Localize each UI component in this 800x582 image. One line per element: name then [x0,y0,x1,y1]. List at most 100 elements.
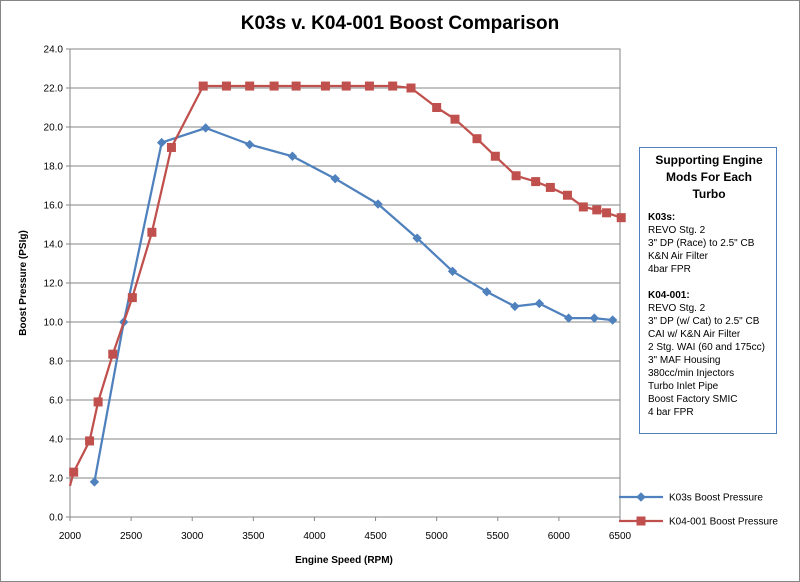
x-tick-label: 2500 [120,531,143,542]
k04-001-data-point [592,205,602,215]
k03s-data-point [447,266,458,277]
x-tick-label: 5000 [426,531,449,542]
y-tick-label: 18.0 [44,162,64,173]
y-tick-label: 20.0 [44,123,64,134]
k03-mod-item: K&N Air Filter [648,251,709,262]
k03s-line [93,126,613,483]
k04-001-data-point [432,103,442,112]
y-tick-label: 8.0 [49,357,63,368]
k03-mod-item: 3" DP (Race) to 2.5" CB [648,238,755,249]
legend: K03s Boost Pressure K04-001 Boost Pressur… [619,492,778,528]
legend-entry: K03s Boost Pressure [619,492,763,504]
k03s-data-point [287,151,298,161]
k04-001-data-point [364,81,374,91]
supporting-mods-textbox: Supporting Engine Mods For Each Turbo K0… [639,147,777,434]
k04-mod-item: 3" DP (w/ Cat) to 2.5" CB [648,316,760,327]
k04-001-data-point [450,114,460,124]
k04-001-data-point [531,177,541,187]
k04-001-data-point [85,436,95,446]
k04-001-data-point [166,142,176,152]
k04-mod-item: Boost Factory SMIC [648,394,738,405]
k04-mod-item: Turbo Inlet Pipe [648,381,719,392]
notes-heading-line: Mods For Each Turbo [665,170,752,201]
k04-001-data-point [198,81,208,91]
x-tick-label: 4000 [303,531,326,542]
y-tick-label: 6.0 [49,396,63,407]
k04-001-data-point [388,81,398,91]
legend-k04-001-marker [636,516,646,526]
k04-mod-item: REVO Stg. 2 [648,303,706,314]
axis-ticks: 0.0 2.0 4.0 6.0 8.0 10.0 12.0 14.0 16.0 18.0 20.0 2… [44,45,632,543]
y-tick-label: 2.0 [49,474,63,485]
k03s-data-point [89,477,100,487]
k03-mods-title: K03s: [648,212,676,223]
k04-001-data-point [127,293,137,303]
y-tick-label: 12.0 [44,279,64,290]
k04-mod-item: 3" MAF Housing [648,355,721,366]
legend-entry: K04-001 Boost Pressure [619,516,778,528]
y-tick-label: 10.0 [44,318,64,329]
k04-mod-item: 2 Stg. WAI (60 and 175cc) [648,342,765,353]
x-axis-title: Engine Speed (RPM) [295,555,393,566]
k03s-data-point [200,123,211,133]
x-tick-label: 3500 [242,531,265,542]
k04-001-data-point [578,202,588,212]
y-tick-label: 24.0 [44,45,64,56]
k04-001-data-point [108,349,118,359]
k04-001-data-point [511,171,521,181]
legend-label: K03s Boost Pressure [669,493,763,504]
k04-001-series [68,81,626,487]
x-tick-label: 3000 [181,531,204,542]
chart-title: K03s v. K04-001 Boost Comparison [241,13,560,34]
k03s-data-point [482,287,492,297]
k04-mod-item: 380cc/min Injectors [648,368,735,379]
k03s-data-point [412,233,422,243]
k03s-series [89,123,618,487]
legend-k03s-marker [636,492,646,502]
x-tick-label: 6000 [548,531,571,542]
y-tick-label: 14.0 [44,240,64,251]
k04-001-data-point [93,397,103,407]
k04-001-data-point [545,182,555,192]
k04-001-data-point [562,190,572,200]
section-spacer [648,276,770,289]
k03s-data-point [156,137,167,148]
k04-001-data-point [472,134,482,144]
k03s-data-point [510,301,520,312]
k03s-data-point [607,315,618,325]
y-tick-label: 0.0 [49,513,63,524]
k03-mod-item: 4bar FPR [648,264,691,275]
k04-001-data-point [341,81,351,91]
k03s-data-point [563,313,574,323]
x-tick-label: 2000 [59,531,82,542]
k03s-data-point [373,199,383,209]
k03s-data-point [330,173,340,184]
k04-001-data-point [245,81,255,91]
k04-001-data-point [147,227,157,237]
k04-mod-item: CAI w/ K&N Air Filter [648,329,741,340]
k04-001-data-point [291,81,301,91]
k04-001-data-point [69,467,79,477]
k03s-data-point [589,313,600,323]
notes-heading: Supporting Engine Mods For Each Turbo [648,152,770,203]
y-axis-title: Boost Pressure (PSIg) [18,230,29,336]
k04-001-data-point [616,213,626,223]
k04-001-data-point [320,81,330,91]
k03s-data-point [244,139,255,150]
k03-mod-item: REVO Stg. 2 [648,225,706,236]
k04-mods-title: K04-001: [648,290,690,301]
k04-mod-item: 4 bar FPR [648,407,694,418]
k04-001-data-point [406,83,416,93]
y-tick-label: 22.0 [44,84,64,95]
legend-label: K04-001 Boost Pressure [669,517,778,528]
y-tick-label: 4.0 [49,435,63,446]
notes-heading-line: Supporting Engine [655,153,763,167]
k04-001-data-point [269,81,279,91]
k04-001-data-point [490,151,500,161]
series-layer [68,81,626,487]
k04-001-data-point [221,81,231,91]
k04-001-data-point [602,208,612,218]
x-tick-label: 5500 [487,531,510,542]
x-tick-label: 4500 [364,531,387,542]
